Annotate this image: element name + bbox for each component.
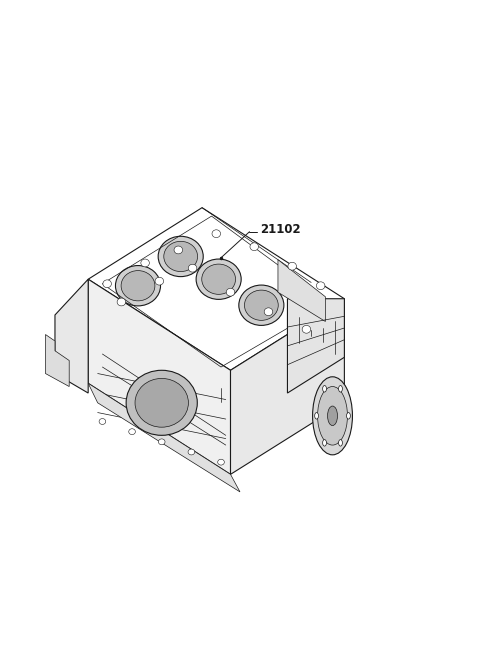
Ellipse shape — [103, 280, 111, 288]
Ellipse shape — [239, 285, 284, 325]
Ellipse shape — [174, 246, 182, 254]
Ellipse shape — [226, 289, 235, 296]
Polygon shape — [46, 335, 69, 386]
Ellipse shape — [141, 259, 149, 267]
Polygon shape — [278, 260, 325, 321]
Ellipse shape — [202, 264, 236, 295]
Ellipse shape — [188, 449, 195, 455]
Ellipse shape — [318, 386, 348, 445]
Ellipse shape — [158, 236, 203, 277]
Polygon shape — [88, 383, 240, 492]
Ellipse shape — [218, 459, 224, 465]
Polygon shape — [88, 208, 344, 370]
Ellipse shape — [316, 282, 325, 289]
Ellipse shape — [244, 290, 278, 320]
Ellipse shape — [323, 386, 326, 392]
Ellipse shape — [338, 440, 342, 446]
Ellipse shape — [158, 439, 165, 445]
Ellipse shape — [327, 406, 337, 426]
Ellipse shape — [338, 386, 342, 392]
Polygon shape — [55, 279, 88, 393]
Ellipse shape — [99, 419, 106, 424]
Ellipse shape — [135, 379, 189, 427]
Ellipse shape — [164, 241, 198, 272]
Ellipse shape — [288, 262, 297, 270]
Ellipse shape — [155, 277, 164, 285]
Polygon shape — [230, 298, 344, 474]
Ellipse shape — [302, 325, 311, 333]
Ellipse shape — [126, 370, 197, 436]
Ellipse shape — [347, 413, 350, 419]
Ellipse shape — [264, 308, 273, 316]
Polygon shape — [288, 298, 344, 393]
Ellipse shape — [196, 259, 241, 299]
Ellipse shape — [117, 298, 126, 306]
Ellipse shape — [312, 377, 352, 455]
Ellipse shape — [323, 440, 326, 446]
Polygon shape — [88, 279, 230, 474]
Text: 21102: 21102 — [260, 223, 300, 236]
Ellipse shape — [188, 264, 197, 272]
Ellipse shape — [116, 266, 160, 306]
Ellipse shape — [250, 243, 259, 251]
Ellipse shape — [315, 413, 318, 419]
Ellipse shape — [121, 270, 155, 301]
Ellipse shape — [129, 429, 135, 434]
Ellipse shape — [212, 230, 220, 237]
